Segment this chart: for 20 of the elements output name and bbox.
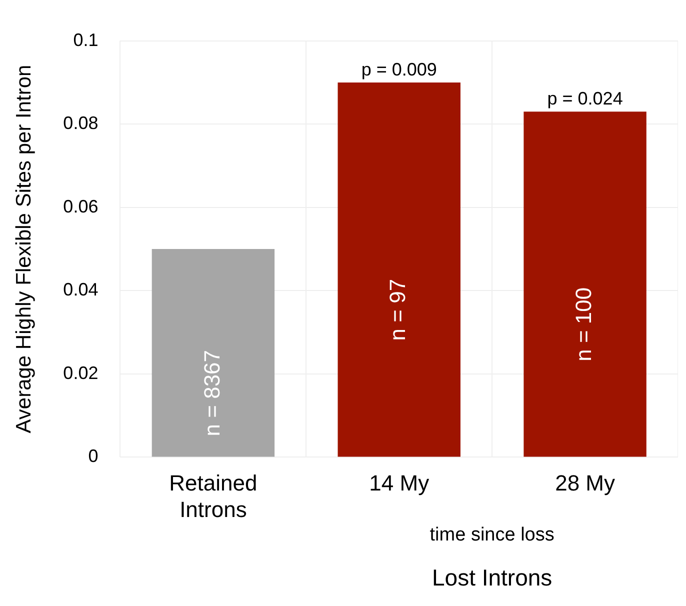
annotation: n = 8367 <box>199 350 224 436</box>
x-tick-label: Retained Introns <box>169 470 258 522</box>
annotation: p = 0.009 <box>361 59 437 80</box>
text: Lost Introns <box>432 564 552 591</box>
y-axis-title: Average Highly Flexible Sites per Intron <box>12 64 36 434</box>
x-tick-label: 14 My <box>369 470 430 496</box>
y-tick-label: 0.04 <box>63 280 98 300</box>
y-tick-label: 0.08 <box>63 113 98 134</box>
text: time since loss <box>430 524 554 546</box>
bar <box>338 82 460 457</box>
y-tick-label: 0 <box>88 446 98 466</box>
bar <box>152 249 275 457</box>
y-tick-label: 0.1 <box>73 30 98 50</box>
y-tick-label: 0.02 <box>63 362 98 383</box>
annotation: n = 97 <box>385 278 410 341</box>
x-tick-label: 28 My <box>555 470 615 496</box>
annotation: n = 100 <box>571 287 596 362</box>
annotation: p = 0.024 <box>547 88 623 109</box>
bar <box>524 112 646 457</box>
y-tick-label: 0.06 <box>63 196 98 216</box>
